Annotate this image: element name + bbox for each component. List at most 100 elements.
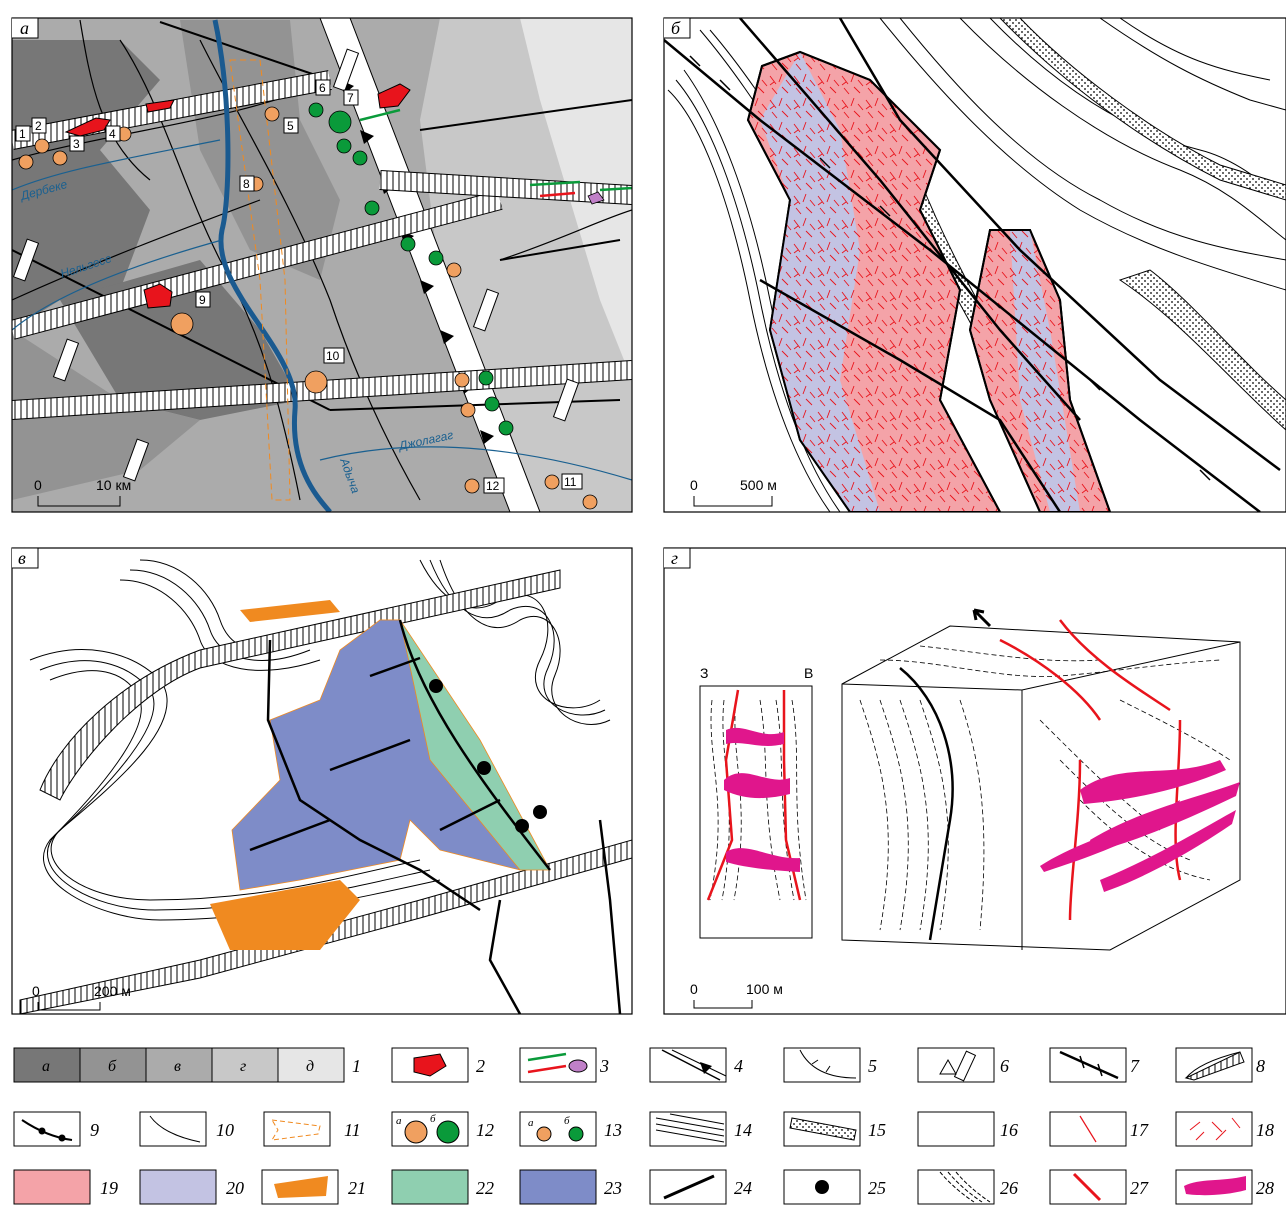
bedding-symbols [12, 48, 580, 482]
scale-a-zero: 0 [34, 477, 42, 493]
intrusion-small-purple [587, 191, 605, 205]
panel-g-label: г [671, 548, 678, 568]
panel-a-tab [12, 17, 39, 39]
panel-g-tab [664, 547, 691, 569]
orange-body-bottom [210, 880, 360, 950]
legend-number-20: 20 [226, 1178, 244, 1198]
deposit-number-12: 12 [486, 479, 500, 493]
legend-number-28: 28 [1256, 1178, 1274, 1198]
deposit-number-8: 8 [243, 177, 250, 191]
legend-number-22: 22 [476, 1178, 494, 1198]
legend-number-9: 9 [90, 1120, 99, 1140]
sandstone-band-2 [1118, 269, 1286, 431]
legend-number-21: 21 [348, 1178, 366, 1198]
scale-b-value: 500 м [740, 477, 777, 493]
legend-number-3: 3 [599, 1056, 609, 1076]
legend-number-2: 2 [476, 1056, 485, 1076]
legend-number-24: 24 [734, 1178, 752, 1198]
panel-a-frame [11, 17, 633, 513]
scale-v-value: 200 м [94, 983, 131, 999]
deposit-number-10: 10 [326, 349, 340, 363]
panel-b: б 0 500 м [663, 17, 1286, 513]
scale-g-value: 100 м [746, 981, 783, 997]
block-ore-bodies [1040, 760, 1240, 892]
legend-number-7: 7 [1130, 1056, 1140, 1076]
stage-letter-d: д [306, 1058, 314, 1075]
stage-letter-a: а [42, 1058, 50, 1075]
section-ore-bodies [724, 727, 800, 872]
panel-v-tab [12, 547, 39, 569]
scale-bar-b: 0 500 м [670, 477, 780, 508]
legend-number-25: 25 [868, 1178, 886, 1198]
legend-number-27: 27 [1130, 1178, 1149, 1198]
legend-item-1: а б в г д 1 [13, 1047, 361, 1083]
legend-row-2: 9 10 11 а б 12 а б 13 14 15 16 17 18 [13, 1111, 1274, 1147]
scale-g-zero: 0 [690, 981, 698, 997]
deposit-numbers: 1 2 3 4 5 6 7 8 9 10 11 12 [15, 79, 583, 494]
orange-body-top [240, 600, 340, 622]
scale-b-zero: 0 [690, 477, 698, 493]
legend-12-sub-b: б [430, 1113, 436, 1125]
scale-a-value: 10 км [96, 477, 131, 493]
deposit-number-2: 2 [35, 119, 42, 133]
stage-letter-v: в [174, 1058, 181, 1075]
legend-number-19: 19 [100, 1178, 118, 1198]
section-column [699, 685, 813, 939]
rivers-minor [12, 139, 632, 481]
scale-bar-v: 0 200 м [32, 983, 131, 1011]
intrusions [64, 83, 411, 309]
legend-number-4: 4 [734, 1056, 743, 1076]
anticline-ticks-b [689, 55, 1211, 481]
panel-g: г З В [663, 547, 1286, 1015]
deposit-number-5: 5 [287, 119, 294, 133]
dike-band-v-1 [39, 569, 561, 801]
west-label: З [700, 665, 708, 681]
east-label: В [804, 665, 813, 681]
panel-a: а 1 2 3 4 5 6 7 8 9 10 11 12 Дербеке Нел… [11, 17, 633, 513]
legend-13-sub-b: б [564, 1115, 570, 1127]
scale-v-zero: 0 [32, 983, 40, 999]
legend: а б в г д 1 2 3 4 5 6 7 8 9 10 [13, 1047, 1274, 1205]
blue-zone [231, 619, 522, 891]
legend-row-3: 19 20 21 22 23 24 25 26 27 28 [13, 1169, 1274, 1205]
block-diagram [841, 625, 1241, 951]
legend-number-15: 15 [868, 1120, 886, 1140]
legend-number-13: 13 [604, 1120, 622, 1140]
legend-number-23: 23 [604, 1178, 622, 1198]
legend-number-16: 16 [1000, 1120, 1018, 1140]
stage-letter-b: б [108, 1058, 117, 1075]
panel-v-frame [11, 547, 633, 1015]
deposit-number-1: 1 [19, 127, 26, 141]
deposit-number-7: 7 [347, 91, 354, 105]
stage-letter-g: г [240, 1058, 246, 1075]
legend-number-11: 11 [344, 1120, 361, 1140]
block-fault-black [899, 667, 954, 941]
deposit-number-3: 3 [73, 137, 80, 151]
legend-number-12: 12 [476, 1120, 494, 1140]
deposit-number-6: 6 [319, 81, 326, 95]
legend-13-sub-a: а [528, 1117, 534, 1129]
black-dots-v [429, 679, 547, 833]
panel-b-tab [664, 17, 691, 39]
deposit-number-4: 4 [109, 127, 116, 141]
river-adycha [212, 19, 332, 512]
panel-a-label: а [20, 18, 29, 38]
anticline-axes-b [664, 18, 1281, 512]
panel-v: в 0 200 м [11, 547, 633, 1015]
scale-bar-g: 0 100 м [690, 981, 783, 1009]
deposit-number-9: 9 [199, 293, 206, 307]
deposit-number-11: 11 [564, 475, 577, 489]
legend-number-1: 1 [352, 1056, 361, 1076]
legend-number-26: 26 [1000, 1178, 1018, 1198]
legend-number-18: 18 [1256, 1120, 1274, 1140]
faults-v [249, 619, 622, 1014]
placer-contour [229, 59, 291, 501]
legend-number-14: 14 [734, 1120, 752, 1140]
legend-12-sub-a: а [396, 1115, 402, 1127]
panel-b-frame [663, 17, 1286, 513]
veins-legend-3 [359, 108, 632, 198]
legend-number-10: 10 [216, 1120, 234, 1140]
deposits-green [308, 102, 514, 436]
legend-number-8: 8 [1256, 1056, 1265, 1076]
